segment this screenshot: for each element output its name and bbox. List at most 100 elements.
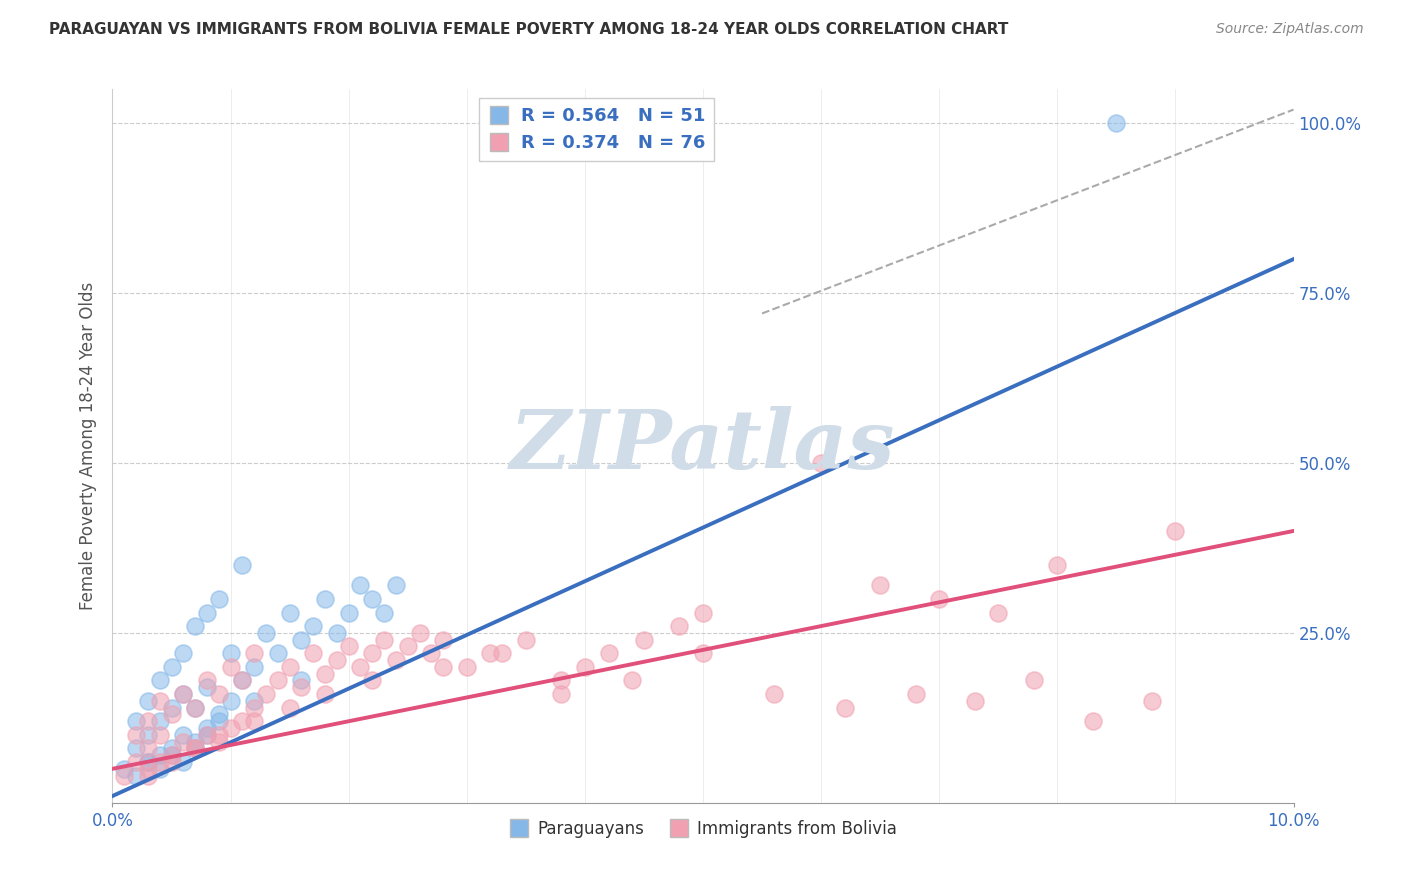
Point (243, 646, 266, 660)
Point (136, 755, 159, 769)
Point (160, 748, 183, 763)
Point (420, 646, 443, 660)
Point (692, 646, 714, 660)
Point (136, 769, 159, 783)
Point (1140, 694, 1163, 708)
Point (112, 769, 135, 783)
Point (172, 687, 194, 701)
Point (810, 456, 832, 470)
Point (160, 700, 183, 714)
Point (278, 606, 301, 620)
Point (160, 707, 183, 722)
Point (160, 741, 183, 756)
Point (1164, 524, 1187, 538)
Point (195, 606, 218, 620)
Point (136, 741, 159, 756)
Point (149, 755, 172, 769)
Point (963, 694, 986, 708)
Point (184, 734, 207, 748)
Point (125, 769, 148, 783)
Legend: Paraguayans, Immigrants from Bolivia: Paraguayans, Immigrants from Bolivia (502, 814, 904, 845)
Point (692, 606, 714, 620)
Point (326, 653, 349, 667)
Point (349, 578, 371, 592)
Point (149, 673, 172, 688)
Point (243, 660, 266, 674)
Point (208, 687, 231, 701)
Point (231, 714, 253, 729)
Point (408, 626, 430, 640)
Point (254, 626, 277, 640)
Point (633, 632, 655, 647)
Point (385, 653, 408, 667)
Point (302, 646, 325, 660)
Point (243, 714, 266, 729)
Point (172, 734, 194, 748)
Point (208, 591, 231, 606)
Point (904, 687, 927, 701)
Point (219, 694, 242, 708)
Point (208, 734, 231, 748)
Point (550, 687, 572, 701)
Point (160, 660, 183, 674)
Point (195, 728, 218, 742)
Point (136, 694, 159, 708)
Text: Source: ZipAtlas.com: Source: ZipAtlas.com (1216, 22, 1364, 37)
Point (574, 660, 596, 674)
Point (762, 687, 785, 701)
Point (515, 632, 537, 647)
Point (125, 755, 148, 769)
Y-axis label: Female Poverty Among 18-24 Year Olds: Female Poverty Among 18-24 Year Olds (79, 282, 97, 610)
Point (149, 728, 172, 742)
Point (195, 728, 218, 742)
Point (219, 646, 242, 660)
Point (184, 741, 207, 756)
Point (208, 707, 231, 722)
Point (219, 660, 242, 674)
Point (928, 591, 950, 606)
Point (432, 632, 454, 647)
Point (373, 606, 395, 620)
Point (267, 673, 290, 688)
Point (254, 687, 277, 701)
Point (314, 666, 336, 681)
Point (869, 578, 891, 592)
Point (160, 755, 183, 769)
Point (1022, 673, 1045, 688)
Point (184, 741, 207, 756)
Point (208, 728, 231, 742)
Point (195, 680, 218, 694)
Point (195, 721, 218, 735)
Point (231, 673, 253, 688)
Point (112, 762, 135, 776)
Point (337, 640, 360, 654)
Point (550, 673, 572, 688)
Point (361, 591, 384, 606)
Point (149, 748, 172, 763)
Point (267, 646, 290, 660)
Point (987, 606, 1010, 620)
Point (172, 728, 194, 742)
Point (456, 660, 478, 674)
Point (149, 714, 172, 729)
Point (149, 762, 172, 776)
Point (136, 762, 159, 776)
Point (302, 619, 325, 633)
Point (243, 700, 266, 714)
Point (396, 640, 419, 654)
Point (361, 673, 384, 688)
Point (184, 700, 207, 714)
Point (432, 660, 454, 674)
Point (337, 606, 360, 620)
Point (136, 728, 159, 742)
Point (136, 755, 159, 769)
Point (373, 632, 395, 647)
Point (1105, 116, 1128, 130)
Point (278, 700, 301, 714)
Point (1081, 714, 1104, 729)
Point (172, 755, 194, 769)
Point (668, 619, 690, 633)
Point (219, 721, 242, 735)
Point (290, 632, 312, 647)
Point (314, 591, 336, 606)
